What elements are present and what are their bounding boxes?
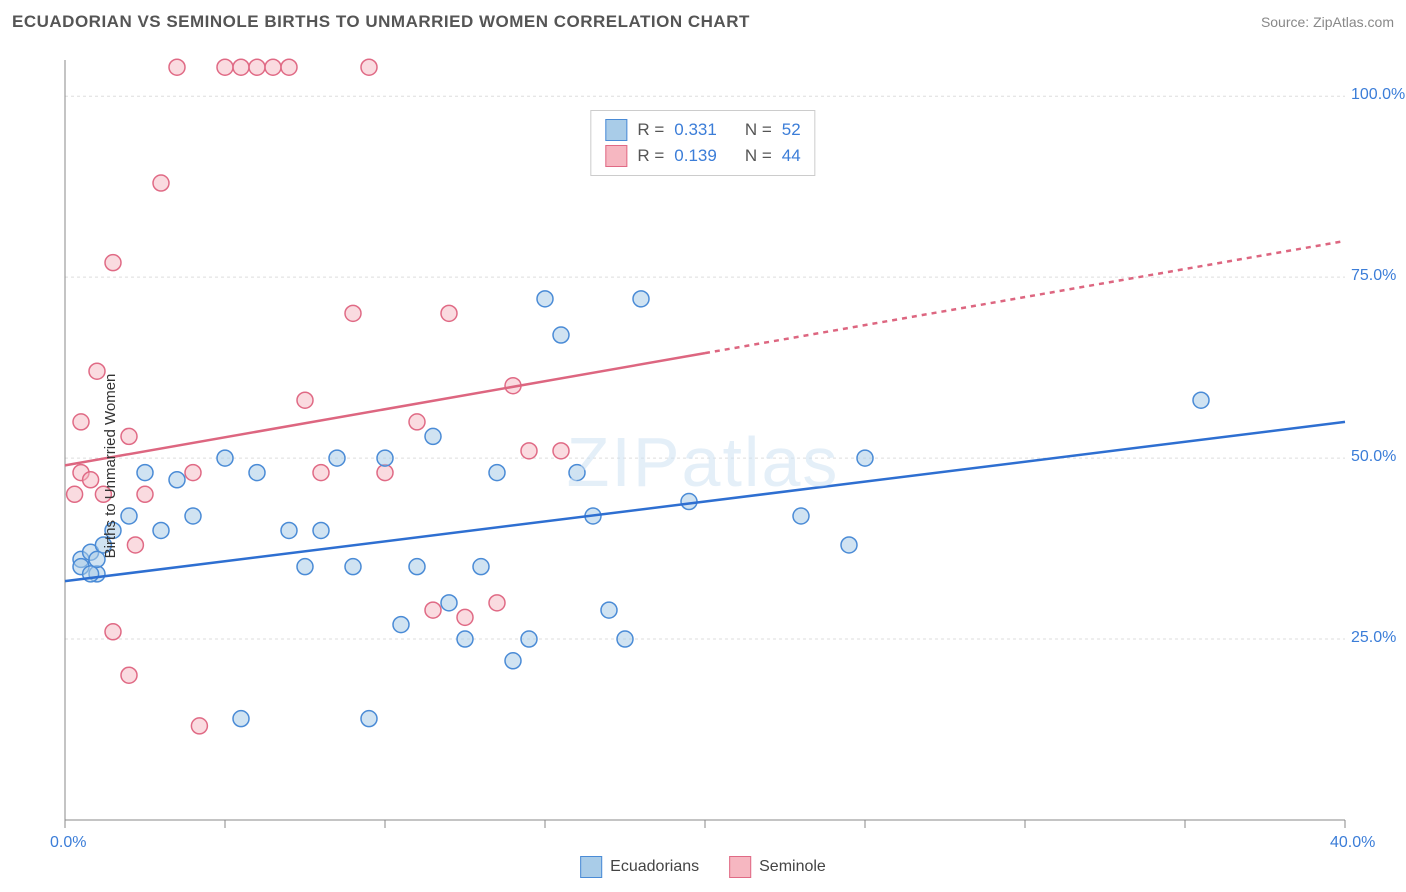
legend-swatch [580,856,602,878]
r-label: R = [637,120,664,140]
series-legend: Ecuadorians Seminole [580,856,826,878]
chart-header: ECUADORIAN VS SEMINOLE BIRTHS TO UNMARRI… [12,12,1394,32]
r-value: 0.139 [674,146,717,166]
x-tick-label: 40.0% [1330,834,1375,852]
y-tick-label: 100.0% [1351,86,1405,104]
legend-item: Seminole [729,856,826,878]
stats-legend: R = 0.331 N = 52 R = 0.139 N = 44 [590,110,815,176]
y-tick-label: 25.0% [1351,629,1396,647]
legend-item: Ecuadorians [580,856,699,878]
n-label: N = [745,146,772,166]
stats-legend-row: R = 0.139 N = 44 [605,143,800,169]
legend-swatch [605,119,627,141]
chart-container: Births to Unmarried Women ZIPatlas R =0.… [10,50,1396,882]
legend-label: Ecuadorians [610,858,699,876]
y-tick-label: 50.0% [1351,448,1396,466]
chart-title: ECUADORIAN VS SEMINOLE BIRTHS TO UNMARRI… [12,12,750,32]
legend-swatch [605,145,627,167]
y-tick-label: 75.0% [1351,267,1396,285]
stats-legend-row: R = 0.331 N = 52 [605,117,800,143]
legend-swatch [729,856,751,878]
x-tick-label: 0.0% [50,834,86,852]
legend-label: Seminole [759,858,826,876]
y-axis-label: Births to Unmarried Women [102,374,119,559]
n-label: N = [745,120,772,140]
r-label: R = [637,146,664,166]
r-value: 0.331 [674,120,717,140]
source-attribution: Source: ZipAtlas.com [1261,14,1394,30]
n-value: 52 [782,120,801,140]
n-value: 44 [782,146,801,166]
